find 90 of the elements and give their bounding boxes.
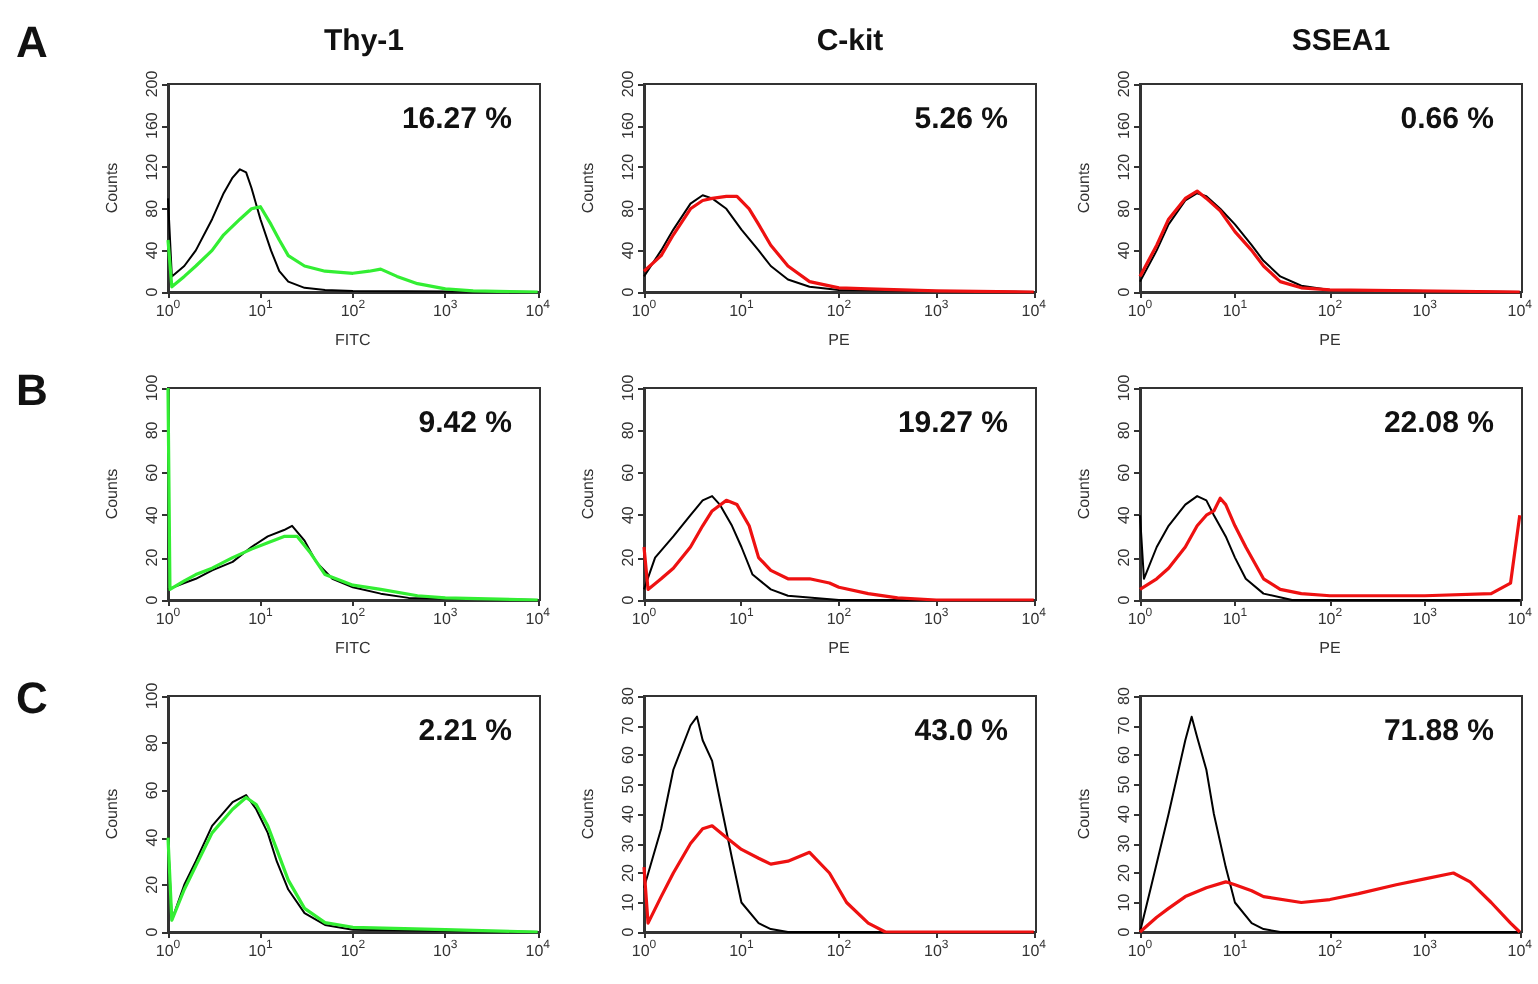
y-tick-label: 10 <box>619 892 637 912</box>
y-tick-label: 40 <box>1115 505 1133 525</box>
y-tick-label: 20 <box>1115 863 1133 882</box>
y-axis-title: Counts <box>103 788 121 840</box>
y-tick-label: 160 <box>143 111 161 139</box>
y-tick-label: 120 <box>619 152 637 181</box>
y-tick-label: 10 <box>1115 892 1133 912</box>
y-tick-label: 80 <box>143 420 161 440</box>
y-tick-label: 80 <box>619 420 637 440</box>
y-tick-label: 0 <box>619 926 637 937</box>
y-tick-label: 60 <box>1115 745 1133 764</box>
y-axis-title: Counts <box>579 468 597 520</box>
x-axis-title: FITC <box>335 639 372 657</box>
y-tick-label: 40 <box>619 505 637 525</box>
y-tick-label: 30 <box>1115 833 1133 853</box>
y-tick-label: 60 <box>143 462 161 482</box>
y-tick-label: 20 <box>143 547 161 567</box>
y-tick-label: 80 <box>143 198 161 218</box>
x-axis-title: PE <box>1319 639 1341 657</box>
y-tick-label: 100 <box>1115 373 1133 402</box>
x-axis-title: PE <box>828 331 850 349</box>
y-tick-label: 0 <box>1115 286 1133 297</box>
y-tick-label: 40 <box>619 804 637 823</box>
y-axis-title: Counts <box>1075 468 1093 520</box>
y-tick-label: 40 <box>1115 804 1133 823</box>
y-axis-title: Counts <box>103 468 121 520</box>
y-axis-title: Counts <box>579 162 597 214</box>
y-tick-label: 40 <box>143 827 161 847</box>
y-tick-label: 60 <box>143 780 161 800</box>
y-tick-label: 0 <box>1115 594 1133 605</box>
y-tick-label: 0 <box>143 926 161 937</box>
y-tick-label: 200 <box>619 69 637 98</box>
y-tick-label: 80 <box>143 733 161 753</box>
annotation: 19.27 % <box>897 406 1009 440</box>
y-axis-title: Counts <box>1075 788 1093 840</box>
y-tick-label: 80 <box>1115 420 1133 440</box>
y-tick-label: 50 <box>619 774 637 794</box>
text: B <box>16 365 48 415</box>
text: A <box>16 17 48 67</box>
y-tick-label: 0 <box>619 286 637 297</box>
y-tick-label: 80 <box>1115 198 1133 218</box>
y-tick-label: 70 <box>619 715 637 735</box>
annotation: 0.66 % <box>1400 102 1495 136</box>
x-axis-title: PE <box>828 639 850 657</box>
y-tick-label: 40 <box>143 505 161 525</box>
y-tick-label: 60 <box>619 745 637 764</box>
annotation: 9.42 % <box>418 406 513 440</box>
y-tick-label: 80 <box>619 686 637 705</box>
y-tick-label: 40 <box>143 240 161 260</box>
chart-title: Thy-1 <box>323 24 405 58</box>
chart-title: C-kit <box>816 24 884 58</box>
y-tick-label: 50 <box>1115 774 1133 794</box>
y-tick-label: 20 <box>619 547 637 567</box>
y-tick-label: 20 <box>143 874 161 894</box>
y-tick-label: 100 <box>143 681 161 710</box>
y-axis-title: Counts <box>1075 162 1093 214</box>
annotation: 2.21 % <box>418 714 513 748</box>
y-tick-label: 120 <box>143 152 161 181</box>
annotation: 22.08 % <box>1383 406 1495 440</box>
annotation: 16.27 % <box>401 102 513 136</box>
y-tick-label: 0 <box>143 594 161 605</box>
y-tick-label: 20 <box>619 863 637 882</box>
y-axis-title: Counts <box>103 162 121 214</box>
y-tick-label: 20 <box>1115 547 1133 567</box>
y-tick-label: 200 <box>1115 69 1133 98</box>
y-axis-title: Counts <box>579 788 597 840</box>
y-tick-label: 40 <box>1115 240 1133 260</box>
y-tick-label: 100 <box>619 373 637 402</box>
annotation: 71.88 % <box>1383 714 1495 748</box>
y-tick-label: 100 <box>143 373 161 402</box>
y-tick-label: 0 <box>143 286 161 297</box>
y-tick-label: 60 <box>1115 462 1133 482</box>
y-tick-label: 80 <box>619 198 637 218</box>
y-tick-label: 160 <box>619 111 637 139</box>
annotation: 5.26 % <box>914 102 1009 136</box>
text: C <box>16 673 48 723</box>
y-tick-label: 0 <box>619 594 637 605</box>
y-tick-label: 200 <box>143 69 161 98</box>
y-tick-label: 30 <box>619 833 637 853</box>
y-tick-label: 60 <box>619 462 637 482</box>
x-axis-title: FITC <box>335 331 372 349</box>
y-tick-label: 40 <box>619 240 637 260</box>
annotation: 43.0 % <box>914 714 1009 748</box>
y-tick-label: 160 <box>1115 111 1133 139</box>
y-tick-label: 120 <box>1115 152 1133 181</box>
y-tick-label: 0 <box>1115 926 1133 937</box>
chart-title: SSEA1 <box>1291 24 1391 58</box>
y-tick-label: 70 <box>1115 715 1133 735</box>
x-axis-title: PE <box>1319 331 1341 349</box>
y-tick-label: 80 <box>1115 686 1133 705</box>
